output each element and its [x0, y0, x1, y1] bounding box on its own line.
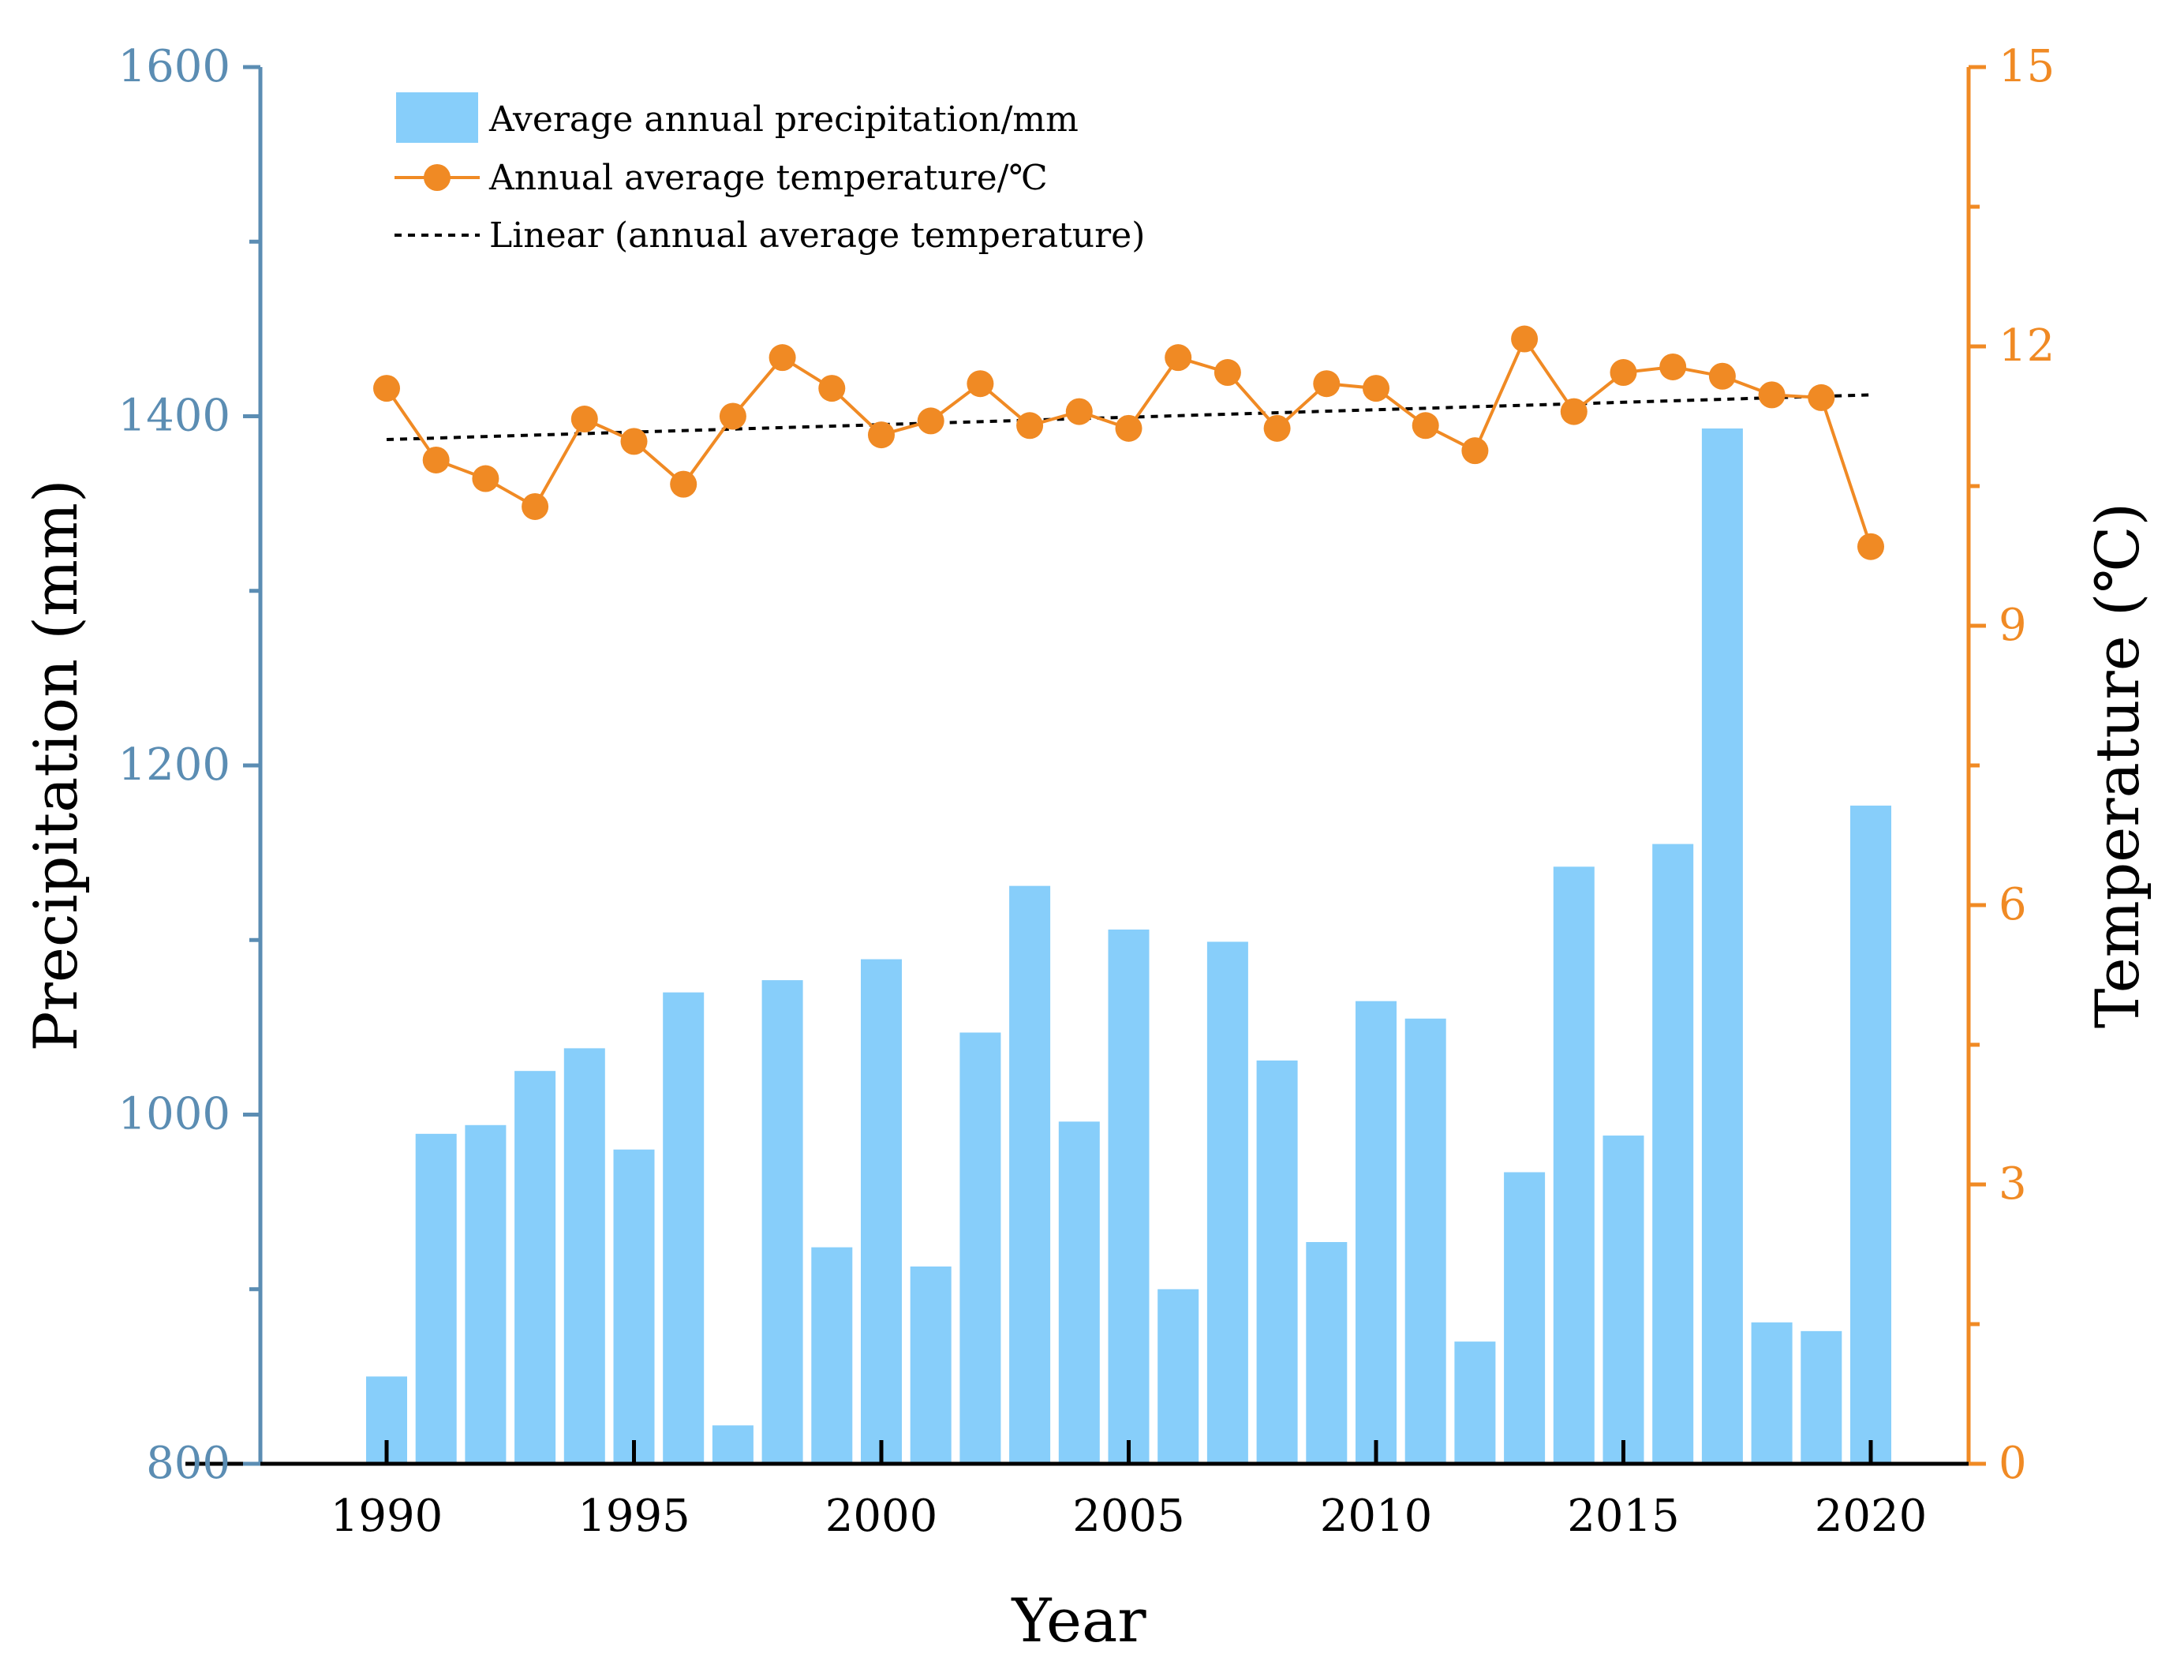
legend: Average annual precipitation/mm Annual a… [395, 92, 1145, 256]
temperature-point-1994 [570, 406, 598, 433]
temperature-point-2004 [1065, 398, 1093, 425]
x-axis-title: Year [1011, 1585, 1146, 1656]
bar-2018 [1751, 1322, 1793, 1464]
bar-2009 [1306, 1242, 1348, 1464]
left-tick-label: 1600 [118, 41, 230, 92]
bar-2006 [1157, 1289, 1199, 1464]
bar-2003 [1009, 885, 1051, 1464]
bar-2014 [1553, 866, 1595, 1464]
temperature-point-1992 [472, 465, 499, 492]
left-y-axis-title: Precipitation (mm) [21, 479, 91, 1051]
left-tick-label: 1000 [118, 1089, 230, 1140]
bar-2011 [1404, 1018, 1446, 1464]
bar-1992 [465, 1124, 507, 1464]
legend-bar-swatch [396, 92, 478, 143]
bar-1996 [663, 992, 705, 1464]
bar-2017 [1701, 428, 1743, 1464]
left-y-ticks: 800 1000 1200 1400 1600 [118, 41, 260, 1489]
right-tick-label: 9 [1999, 600, 2027, 651]
right-tick-label: 6 [1999, 879, 2027, 930]
temperature-point-1996 [670, 470, 697, 498]
bar-2016 [1652, 844, 1694, 1464]
bar-2004 [1058, 1121, 1100, 1464]
temperature-point-1997 [719, 402, 746, 430]
temperature-point-2005 [1115, 414, 1142, 442]
temperature-point-2002 [967, 370, 994, 398]
x-tick-label: 2015 [1567, 1491, 1680, 1542]
temperature-point-2000 [868, 421, 895, 449]
legend-trend-label: Linear (annual average temperature) [489, 215, 1145, 256]
temperature-point-2015 [1610, 359, 1637, 387]
precipitation-bars [366, 428, 1891, 1464]
x-ticks: 1990 1995 2000 2005 2010 2015 2020 [331, 1440, 1928, 1542]
temperature-point-2016 [1659, 353, 1687, 380]
bar-2000 [861, 959, 902, 1464]
x-tick-label: 1990 [331, 1491, 443, 1542]
temperature-point-1993 [522, 492, 549, 520]
right-tick-label: 3 [1999, 1158, 2027, 1210]
left-tick-label: 1400 [118, 391, 230, 442]
temperature-point-2019 [1808, 384, 1835, 411]
x-tick-label: 1995 [578, 1491, 690, 1542]
temperature-point-2003 [1016, 412, 1044, 440]
temperature-point-2011 [1412, 412, 1439, 440]
bar-2013 [1504, 1172, 1546, 1464]
bar-2010 [1356, 1001, 1397, 1464]
right-y-axis-title: Temperature (℃) [2082, 503, 2152, 1028]
bar-1995 [613, 1149, 655, 1464]
bar-1997 [712, 1425, 754, 1464]
bar-2015 [1602, 1136, 1644, 1464]
left-tick-label: 1200 [118, 739, 230, 791]
bar-2012 [1454, 1341, 1496, 1464]
bar-2005 [1108, 929, 1150, 1464]
temperature-point-2018 [1758, 381, 1786, 409]
left-tick-label: 800 [146, 1438, 230, 1489]
temperature-point-1990 [373, 375, 400, 402]
temperature-point-2020 [1857, 533, 1884, 560]
bar-2020 [1850, 805, 1891, 1464]
bar-1998 [761, 980, 803, 1464]
bar-2002 [959, 1032, 1001, 1464]
temperature-point-2009 [1313, 370, 1341, 398]
temperature-point-2007 [1214, 359, 1241, 387]
bar-2008 [1256, 1060, 1298, 1464]
temperature-point-2010 [1363, 375, 1389, 402]
bar-1994 [563, 1048, 605, 1464]
temperature-point-1999 [818, 375, 846, 402]
legend-temperature-label: Annual average temperature/℃ [488, 158, 1048, 198]
bar-1999 [811, 1247, 853, 1464]
temperature-point-1991 [422, 446, 450, 473]
x-tick-label: 2020 [1815, 1491, 1928, 1542]
right-tick-label: 15 [1999, 41, 2055, 92]
temperature-point-2001 [917, 407, 944, 435]
temperature-point-2008 [1263, 414, 1291, 442]
bar-2007 [1206, 941, 1248, 1464]
x-tick-label: 2010 [1320, 1491, 1433, 1542]
temperature-point-2017 [1708, 362, 1736, 390]
x-tick-label: 2005 [1072, 1491, 1185, 1542]
legend-precipitation-label: Average annual precipitation/mm [488, 99, 1079, 140]
temperature-point-1995 [620, 428, 648, 455]
bar-1993 [514, 1071, 556, 1464]
right-y-ticks: 0 3 6 9 12 15 [1969, 41, 2055, 1489]
right-tick-label: 0 [1999, 1438, 2027, 1489]
temperature-line-group [373, 325, 1884, 560]
x-tick-label: 2000 [825, 1491, 938, 1542]
temperature-point-1998 [769, 344, 796, 372]
legend-temperature-marker [424, 164, 451, 191]
bar-2019 [1801, 1330, 1842, 1464]
right-tick-label: 12 [1999, 320, 2055, 372]
temperature-point-2014 [1560, 398, 1588, 425]
bar-1991 [415, 1133, 457, 1464]
temperature-point-2013 [1511, 325, 1539, 353]
temperature-point-2006 [1165, 344, 1192, 372]
bar-2001 [910, 1266, 952, 1464]
temperature-point-2012 [1461, 437, 1489, 465]
